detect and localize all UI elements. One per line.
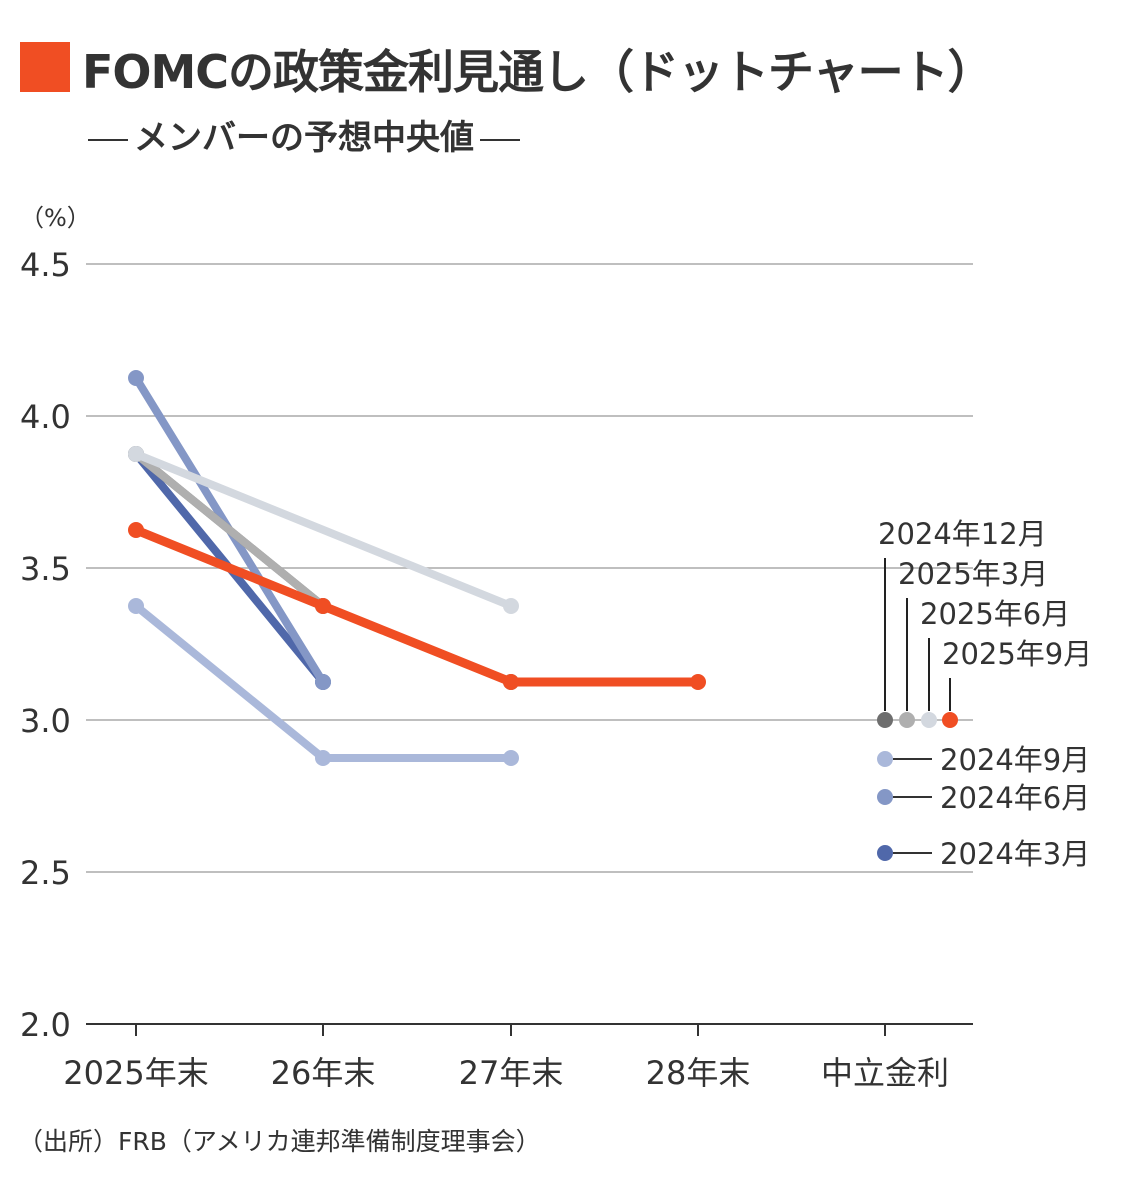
chart-subtitle-row: メンバーの予想中央値 <box>82 110 526 159</box>
neutral-label: 2025年6月 <box>920 597 1070 631</box>
data-point <box>128 446 144 462</box>
neutral-label: 2025年9月 <box>942 637 1092 671</box>
y-tick-label: 2.0 <box>20 1006 71 1044</box>
y-tick-label: 4.5 <box>20 246 71 284</box>
y-tick-label: 3.0 <box>20 702 71 740</box>
x-tick-label: 28年末 <box>646 1054 751 1092</box>
data-point <box>315 674 331 690</box>
legend-label: 2024年6月 <box>940 781 1090 815</box>
data-point <box>315 750 331 766</box>
legend-dot <box>877 789 893 805</box>
title-marker <box>20 42 70 92</box>
neutral-dot <box>921 712 937 728</box>
title-block: FOMCの政策金利見通し（ドットチャート） メンバーの予想中央値 <box>20 36 1120 159</box>
data-point <box>503 598 519 614</box>
data-point <box>690 674 706 690</box>
data-point <box>128 522 144 538</box>
subtitle-dash-left <box>88 138 128 141</box>
chart-title: FOMCの政策金利見通し（ドットチャート） <box>82 45 994 99</box>
series-line <box>131 525 703 687</box>
legend-label: 2024年3月 <box>940 837 1090 871</box>
y-tick-label: 2.5 <box>20 854 71 892</box>
y-tick-label: 3.5 <box>20 550 71 588</box>
subtitle-dash-right <box>480 138 520 141</box>
legend-dot <box>877 751 893 767</box>
neutral-label: 2025年3月 <box>898 557 1048 591</box>
chart-subtitle: メンバーの予想中央値 <box>134 118 474 158</box>
legend-dot <box>877 845 893 861</box>
neutral-label: 2024年12月 <box>878 517 1047 551</box>
y-unit-label: （%） <box>20 204 91 232</box>
x-tick-label: 27年末 <box>459 1054 564 1092</box>
y-tick-label: 4.0 <box>20 398 71 436</box>
legend-label: 2024年9月 <box>940 743 1090 777</box>
series-line <box>132 450 515 610</box>
data-point <box>503 750 519 766</box>
data-point <box>503 674 519 690</box>
x-tick-label: 26年末 <box>271 1054 376 1092</box>
data-point <box>128 370 144 386</box>
data-point <box>128 598 144 614</box>
neutral-dot <box>877 712 893 728</box>
data-point <box>315 598 331 614</box>
x-tick-label: 2025年末 <box>63 1054 208 1092</box>
x-tick-label: 中立金利 <box>821 1054 949 1092</box>
neutral-dot <box>899 712 915 728</box>
source-note: （出所）FRB（アメリカ連邦準備制度理事会） <box>18 1127 541 1156</box>
neutral-dot <box>942 712 958 728</box>
